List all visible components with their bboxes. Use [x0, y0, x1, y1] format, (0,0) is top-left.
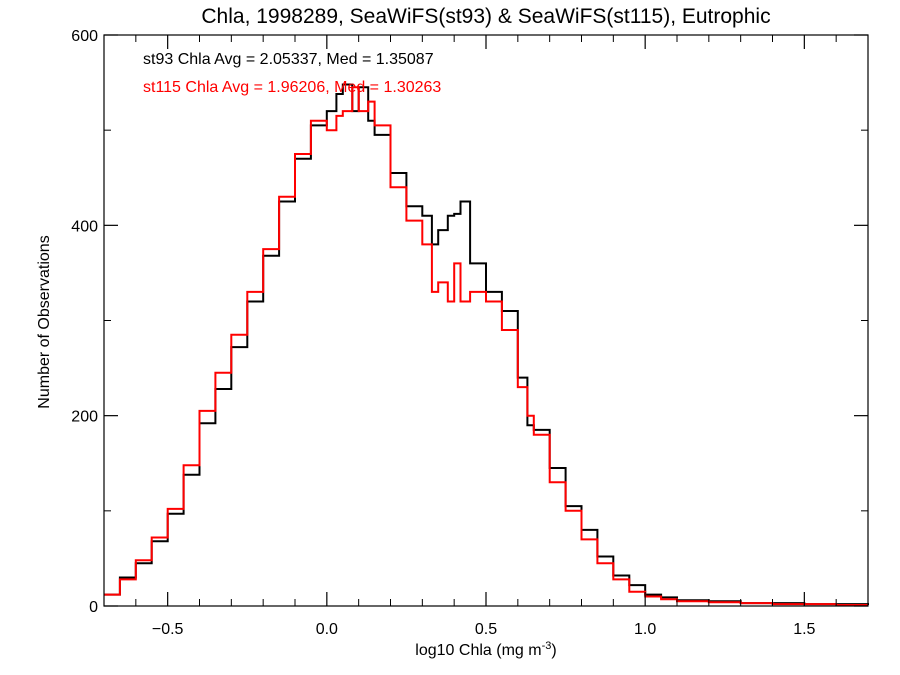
y-tick-label: 400 [71, 218, 98, 235]
series-0-line [104, 83, 869, 606]
x-tick-label: 1.0 [634, 621, 656, 638]
x-tick-label: −0.5 [152, 621, 184, 638]
annotation-st115: st115 Chla Avg = 1.96206, Med = 1.30263 [143, 79, 441, 96]
y-axis-label: Number of Observations [36, 235, 53, 408]
tick-labels-layer: −0.5 0.0 0.5 1.0 1.5 0 200 400 600 [71, 28, 815, 638]
x-axis-label-close: ) [551, 642, 556, 659]
series-1-line [104, 86, 868, 606]
x-axis-label: log10 Chla (mg m-3) [415, 640, 556, 659]
x-tick-label: 0.0 [316, 621, 338, 638]
y-tick-label: 0 [89, 599, 98, 616]
x-tick-label: 0.5 [475, 621, 497, 638]
chart-title: Chla, 1998289, SeaWiFS(st93) & SeaWiFS(s… [201, 5, 770, 28]
ticks-layer [103, 34, 869, 607]
y-tick-label: 600 [71, 28, 98, 45]
series-layer [104, 83, 869, 606]
x-axis-label-superscript: -3 [542, 640, 552, 652]
x-tick-label: 1.5 [793, 621, 815, 638]
plot-frame [103, 34, 869, 607]
y-tick-label: 200 [71, 409, 98, 426]
x-axis-label-main: log10 Chla (mg m [415, 642, 541, 659]
annotation-st93: st93 Chla Avg = 2.05337, Med = 1.35087 [143, 51, 434, 68]
